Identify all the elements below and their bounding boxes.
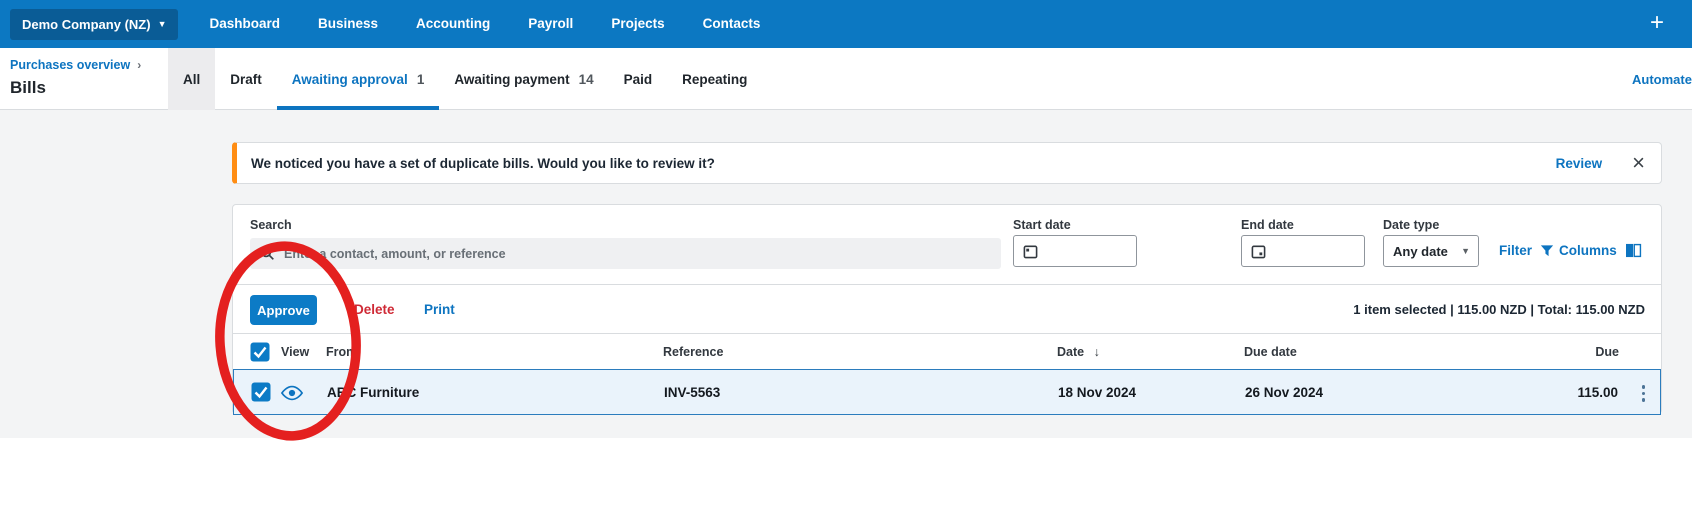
print-link[interactable]: Print (424, 302, 455, 317)
nav-item-dashboard[interactable]: Dashboard (209, 16, 280, 31)
nav-item-contacts[interactable]: Contacts (702, 16, 761, 31)
start-date-input[interactable] (1013, 235, 1137, 267)
cell-due-date: 26 Nov 2024 (1245, 385, 1324, 400)
calendar-icon (1251, 245, 1266, 258)
tab-repeating[interactable]: Repeating (682, 71, 748, 87)
col-reference[interactable]: Reference (663, 345, 724, 359)
tab-paid[interactable]: Paid (623, 71, 653, 87)
row-menu-kebab-icon[interactable] (1638, 383, 1650, 404)
plus-icon[interactable]: + (1649, 9, 1664, 36)
columns-link[interactable]: Columns (1559, 243, 1642, 258)
action-toolbar: Approve Delete Print 1 item selected | 1… (233, 284, 1661, 333)
tab-bar: All Draft Awaiting approval 1 Awaiting p… (168, 48, 762, 110)
sort-desc-icon: ↓ (1093, 345, 1100, 359)
tab-count-badge: 14 (578, 71, 594, 87)
table-header-row: View From Reference Date ↓ Due date Due (233, 333, 1661, 369)
filter-section: Search Enter a contact, amount, or refer… (233, 205, 1661, 284)
filter-link[interactable]: Filter (1499, 243, 1554, 258)
table-row[interactable]: ABC Furniture INV-5563 18 Nov 2024 26 No… (233, 369, 1661, 415)
funnel-icon (1540, 244, 1554, 256)
nav-item-projects[interactable]: Projects (611, 16, 665, 31)
top-nav: Demo Company (NZ) ▼ Dashboard Business A… (0, 0, 1692, 48)
tab-all[interactable]: All (168, 48, 216, 110)
caret-down-icon: ▼ (1461, 246, 1470, 256)
cell-date: 18 Nov 2024 (1058, 385, 1137, 400)
cell-reference: INV-5563 (664, 385, 721, 400)
org-switcher-button[interactable]: Demo Company (NZ) ▼ (10, 8, 179, 40)
search-icon (260, 246, 274, 260)
caret-down-icon: ▼ (157, 18, 167, 29)
end-date-input[interactable] (1241, 235, 1365, 267)
end-date-label: End date (1241, 218, 1294, 232)
tab-awaiting-approval[interactable]: Awaiting approval 1 (277, 48, 440, 110)
col-due[interactable]: Due (1595, 345, 1619, 359)
calendar-icon (1023, 245, 1038, 258)
cell-from: ABC Furniture (327, 385, 420, 400)
date-type-select[interactable]: Any date ▼ (1383, 235, 1479, 267)
approve-button[interactable]: Approve (250, 295, 317, 325)
columns-icon (1625, 243, 1641, 258)
selection-summary: 1 item selected | 115.00 NZD | Total: 11… (1353, 302, 1645, 317)
review-link[interactable]: Review (1555, 155, 1603, 171)
view-eye-icon[interactable] (281, 385, 303, 401)
col-due-date[interactable]: Due date (1244, 345, 1297, 359)
search-placeholder: Enter a contact, amount, or reference (284, 246, 506, 261)
tab-draft[interactable]: Draft (230, 71, 262, 87)
breadcrumb-purchases-overview[interactable]: Purchases overview (10, 58, 131, 72)
col-view: View (281, 345, 310, 359)
col-from[interactable]: From (326, 345, 358, 359)
subheader: Purchases overview › Bills All Draft Awa… (0, 48, 1692, 110)
close-icon[interactable]: × (1632, 150, 1645, 175)
search-label: Search (250, 218, 292, 232)
tab-count-badge: 1 (416, 71, 425, 87)
nav-menu: Dashboard Business Accounting Payroll Pr… (190, 0, 779, 48)
page-title: Bills (10, 78, 46, 97)
bills-card: Search Enter a contact, amount, or refer… (232, 204, 1662, 415)
start-date-label: Start date (1013, 218, 1071, 232)
duplicate-bills-banner: We noticed you have a set of duplicate b… (232, 142, 1662, 184)
select-all-checkbox[interactable] (250, 342, 270, 362)
chevron-right-icon: › (137, 58, 142, 72)
cell-due: 115.00 (1577, 385, 1618, 400)
search-input[interactable]: Enter a contact, amount, or reference (250, 238, 1001, 269)
banner-message: We noticed you have a set of duplicate b… (251, 155, 715, 171)
tab-awaiting-payment[interactable]: Awaiting payment 14 (454, 71, 594, 87)
nav-item-business[interactable]: Business (318, 16, 379, 31)
col-date[interactable]: Date ↓ (1057, 345, 1100, 359)
date-type-value: Any date (1393, 243, 1448, 259)
automate-link[interactable]: Automate b (1632, 71, 1692, 87)
delete-link[interactable]: Delete (354, 302, 395, 317)
org-name: Demo Company (NZ) (22, 16, 151, 32)
row-checkbox[interactable] (251, 382, 271, 402)
date-type-label: Date type (1383, 218, 1440, 232)
nav-item-accounting[interactable]: Accounting (416, 16, 491, 31)
nav-item-payroll[interactable]: Payroll (528, 16, 574, 31)
breadcrumb: Purchases overview › (10, 58, 141, 72)
